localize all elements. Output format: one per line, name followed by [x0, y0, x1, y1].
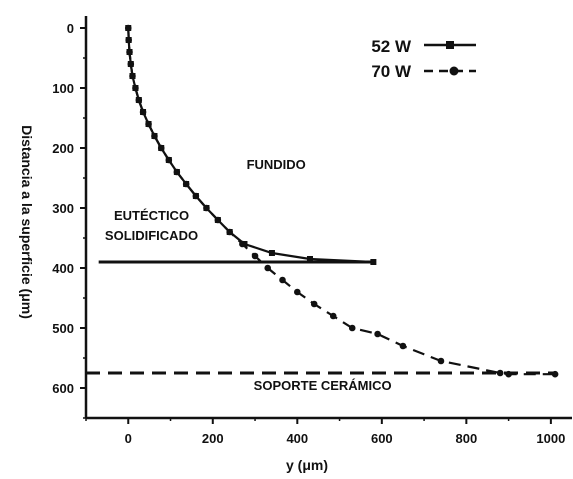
annotation-label: SOPORTE CERÁMICO	[254, 378, 392, 393]
data-point-70w	[125, 36, 132, 44]
data-point-70w	[151, 132, 158, 140]
data-point-70w	[399, 342, 407, 350]
legend: 52 W 70 W	[371, 37, 476, 81]
tick-labels: 0 100 200 300 400 500 600 0 200 400 600 800 1000	[52, 21, 565, 446]
x-tick-label: 600	[371, 431, 393, 446]
data-point-52w	[306, 256, 313, 262]
y-tick-label: 300	[52, 201, 74, 216]
data-point-70w	[437, 357, 445, 365]
y-tick-label: 500	[52, 321, 74, 336]
y-tick-label: 0	[67, 21, 74, 36]
annotation-label: SOLIDIFICADO	[105, 228, 198, 243]
data-point-52w	[370, 259, 377, 265]
data-point-70w	[192, 192, 200, 200]
y-tick-label: 200	[52, 141, 74, 156]
x-tick-label: 1000	[536, 431, 565, 446]
axes-frame	[80, 16, 572, 424]
data-point-70w	[139, 108, 147, 116]
data-point-70w	[124, 24, 132, 32]
annotation-label: EUTÉCTICO	[114, 208, 189, 223]
data-point-70w	[251, 252, 259, 260]
data-point-70w	[505, 370, 512, 378]
reference-lines	[86, 260, 556, 375]
data-point-70w	[264, 264, 272, 272]
data-point-70w	[239, 240, 246, 248]
x-axis-label: y (μm)	[286, 457, 328, 473]
data-point-52w	[268, 250, 275, 256]
legend-marker-70w	[449, 66, 459, 76]
data-point-70w	[226, 228, 233, 236]
data-point-70w	[157, 144, 165, 152]
data-point-70w	[203, 204, 210, 212]
y-tick-label: 400	[52, 261, 74, 276]
x-tick-label: 200	[202, 431, 224, 446]
annotation-label: FUNDIDO	[247, 157, 306, 172]
data-point-70w	[126, 48, 133, 56]
data-point-70w	[173, 168, 181, 176]
data-point-70w	[348, 324, 356, 332]
data-point-70w	[214, 216, 222, 224]
series-line-70w	[127, 27, 556, 376]
x-tick-label: 0	[125, 431, 132, 446]
annotations: FUNDIDO EUTÉCTICO SOLIDIFICADO SOPORTE CERÁ…	[105, 157, 392, 393]
data-point-70w	[165, 156, 173, 164]
y-tick-label: 100	[52, 81, 74, 96]
data-point-70w	[129, 72, 136, 80]
data-point-70w	[127, 60, 135, 68]
data-point-70w	[279, 276, 286, 284]
series-group	[124, 24, 559, 378]
legend-label-52w: 52 W	[371, 37, 412, 56]
y-tick-label: 600	[52, 381, 74, 396]
x-tick-label: 800	[455, 431, 477, 446]
data-point-70w	[135, 96, 143, 104]
data-point-70w	[310, 300, 318, 308]
data-point-70w	[551, 370, 559, 378]
data-point-70w	[182, 180, 190, 188]
legend-marker-52w	[446, 41, 454, 49]
data-point-70w	[329, 312, 337, 320]
data-point-70w	[294, 288, 301, 296]
x-tick-label: 400	[286, 431, 308, 446]
data-point-70w	[145, 120, 152, 128]
data-point-70w	[496, 369, 504, 377]
y-axis-label: Distancia a la superficie (μm)	[19, 125, 35, 319]
legend-label-70w: 70 W	[371, 62, 412, 81]
data-point-70w	[132, 84, 139, 92]
data-point-70w	[374, 330, 381, 338]
